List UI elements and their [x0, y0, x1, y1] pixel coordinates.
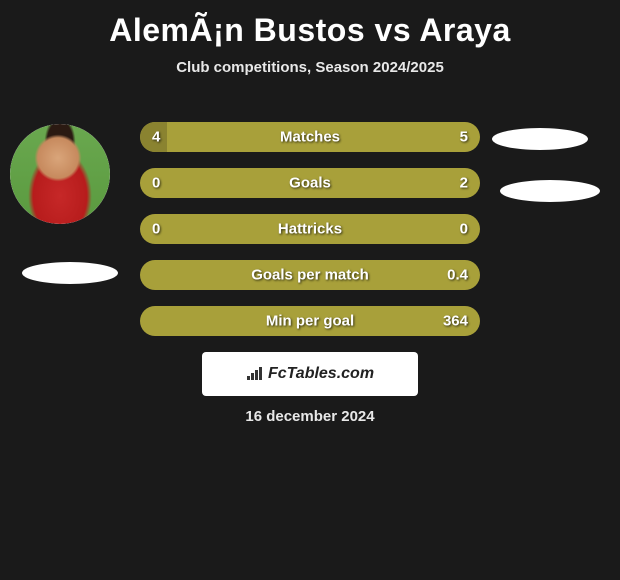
- stat-row-hattricks: 0 Hattricks 0: [140, 214, 480, 244]
- source-logo-text: FcTables.com: [268, 365, 374, 383]
- stat-label: Min per goal: [140, 313, 480, 330]
- player-right-name-plate: [500, 180, 600, 202]
- date-label: 16 december 2024: [0, 408, 620, 425]
- player-left-name-plate: [22, 262, 118, 284]
- stat-right-value: 364: [443, 313, 468, 330]
- stat-label: Goals: [140, 175, 480, 192]
- stat-right-value: 2: [460, 175, 468, 192]
- player-left-photo: [10, 124, 110, 224]
- stat-label: Matches: [140, 129, 480, 146]
- page-title: AlemÃ¡n Bustos vs Araya: [0, 0, 620, 49]
- bar-chart-icon: [246, 367, 264, 381]
- source-logo: FcTables.com: [202, 352, 418, 396]
- stats-bars: 4 Matches 5 0 Goals 2 0 Hattricks 0 Goal…: [140, 122, 480, 352]
- stat-right-value: 0.4: [447, 267, 468, 284]
- stat-label: Goals per match: [140, 267, 480, 284]
- stat-row-matches: 4 Matches 5: [140, 122, 480, 152]
- player-right-avatar-plate: [492, 128, 588, 150]
- stat-row-goals: 0 Goals 2: [140, 168, 480, 198]
- stat-right-value: 5: [460, 129, 468, 146]
- stat-row-goals-per-match: Goals per match 0.4: [140, 260, 480, 290]
- player-left-avatar: [10, 124, 110, 224]
- page-subtitle: Club competitions, Season 2024/2025: [0, 59, 620, 76]
- stat-label: Hattricks: [140, 221, 480, 238]
- stat-right-value: 0: [460, 221, 468, 238]
- stat-row-min-per-goal: Min per goal 364: [140, 306, 480, 336]
